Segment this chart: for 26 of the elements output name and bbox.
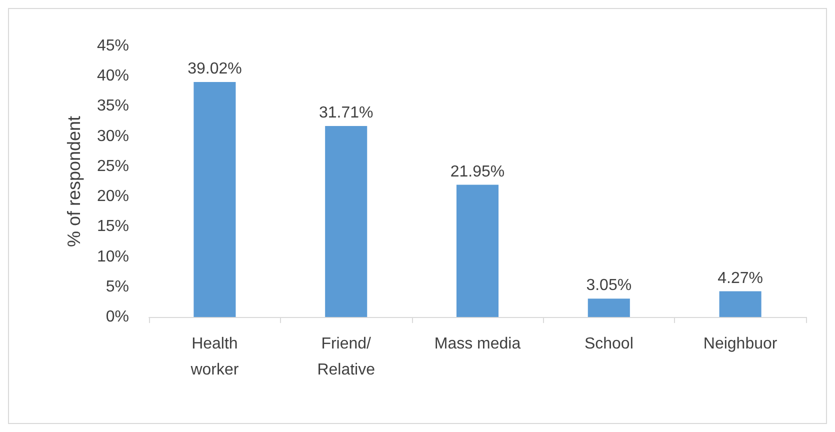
data-label: 31.71% bbox=[318, 104, 374, 122]
x-tick-label: Health worker bbox=[190, 336, 240, 378]
bar bbox=[588, 298, 630, 317]
data-label: 39.02% bbox=[188, 60, 242, 78]
x-tick-label: Mass media bbox=[434, 336, 521, 352]
x-tick-label: Neighbuor bbox=[703, 336, 778, 352]
bar bbox=[456, 184, 499, 317]
y-tick-label: 40% bbox=[96, 68, 129, 85]
bar bbox=[194, 82, 236, 317]
x-tick-label: School bbox=[584, 336, 634, 352]
y-tick-label: 35% bbox=[96, 98, 129, 115]
y-tick-label: 5% bbox=[106, 278, 129, 296]
y-tick-label: 25% bbox=[96, 158, 129, 175]
y-axis-title: % of respondent bbox=[64, 116, 84, 248]
data-label: 4.27% bbox=[718, 270, 763, 287]
y-tick-label: 0% bbox=[106, 308, 129, 326]
x-tick-label: Friend/ Relative bbox=[317, 336, 376, 378]
y-tick-label: 10% bbox=[96, 248, 129, 266]
y-tick-label: 20% bbox=[96, 188, 129, 206]
data-label: 21.95% bbox=[450, 163, 505, 180]
bar bbox=[719, 291, 762, 317]
y-tick-label: 15% bbox=[96, 218, 129, 236]
y-tick-label: 45% bbox=[96, 38, 129, 54]
data-label: 3.05% bbox=[586, 277, 632, 294]
y-tick-label: 30% bbox=[96, 128, 129, 145]
bar bbox=[325, 126, 368, 317]
